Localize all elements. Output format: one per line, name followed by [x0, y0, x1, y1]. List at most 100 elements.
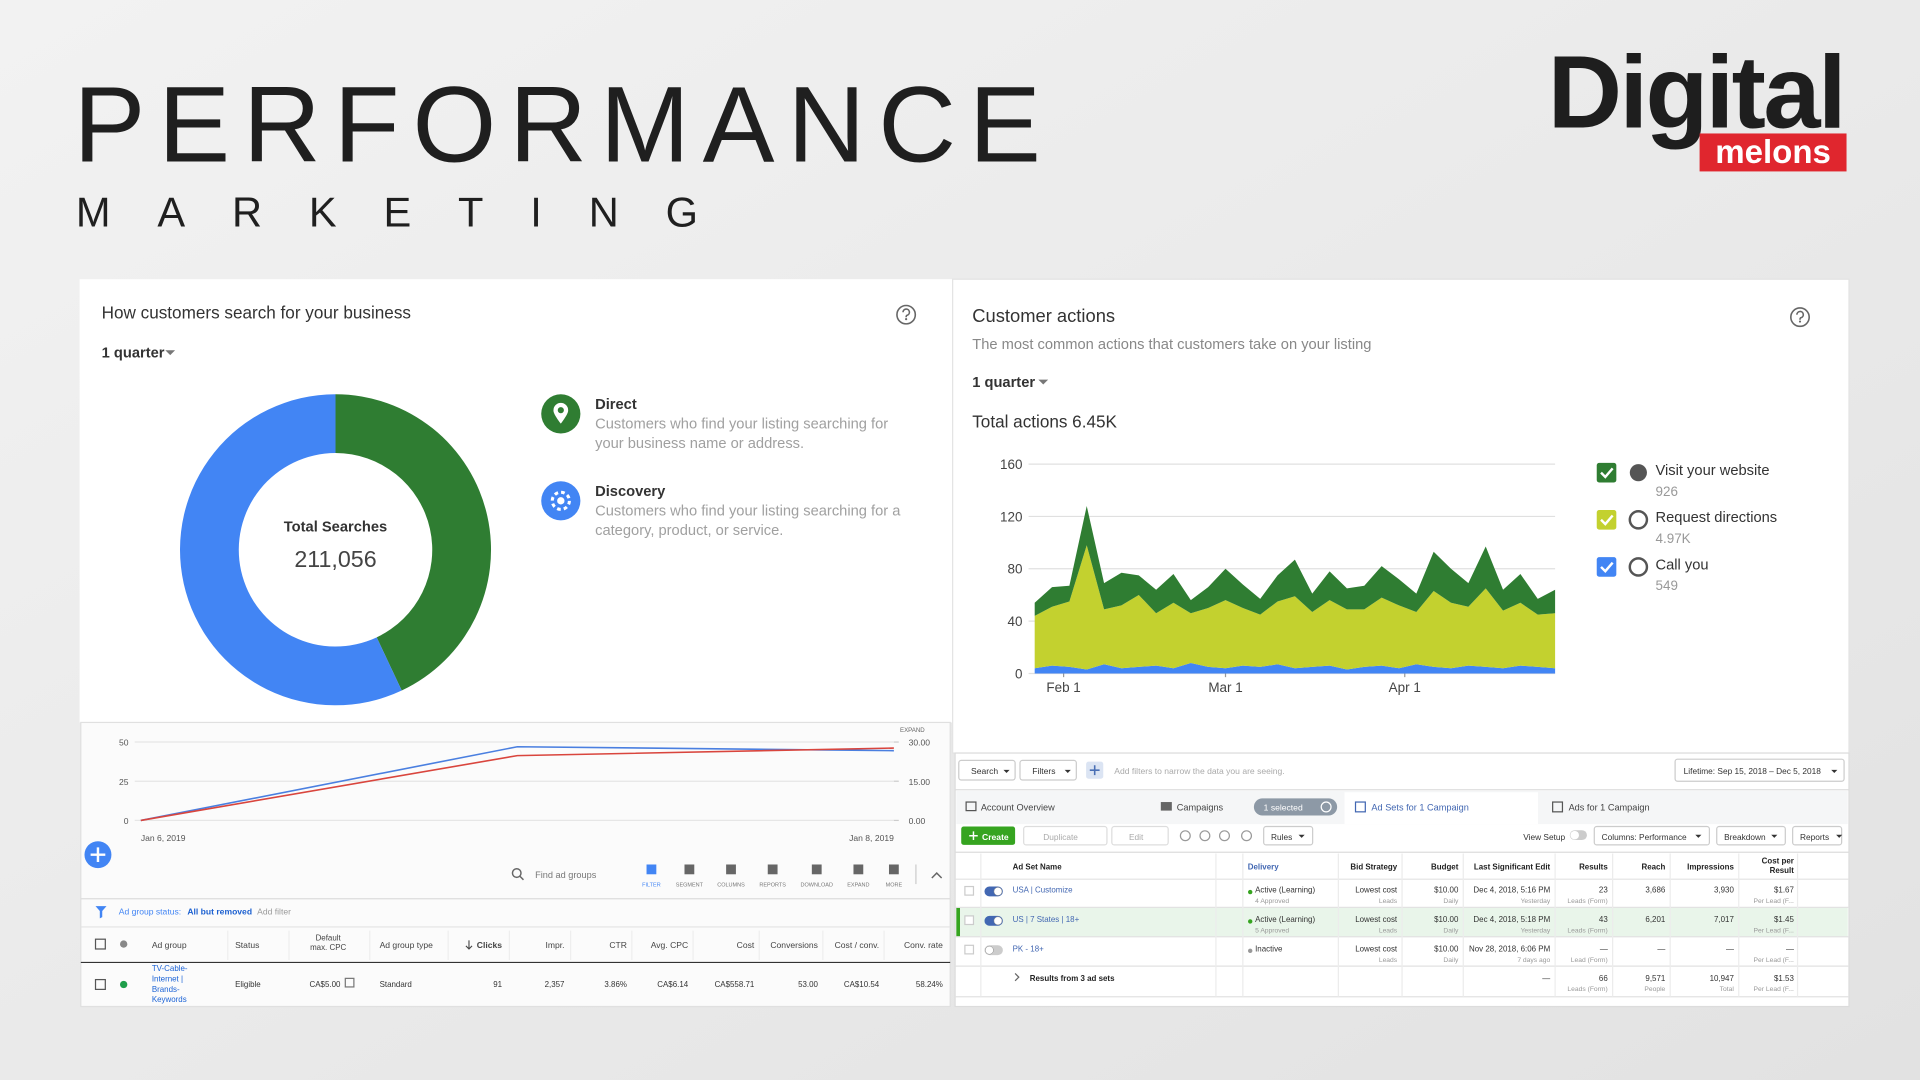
legend-glyph: [1628, 510, 1649, 530]
table-cell: —: [1600, 944, 1608, 953]
y-tick-label: 0: [1015, 666, 1022, 681]
clear-selection: [1320, 801, 1332, 813]
toolbar-button[interactable]: [1111, 825, 1169, 846]
toolbar-button-label: Duplicate: [1043, 832, 1078, 842]
toolbar-icon: [1199, 830, 1211, 842]
tool-icon[interactable]: [767, 864, 778, 875]
legend-checkbox[interactable]: [1596, 462, 1617, 483]
table-cell: Active (Learning): [1255, 886, 1315, 895]
column-header: Cost: [737, 940, 755, 950]
tool-icon[interactable]: [646, 864, 657, 875]
toolbar-button[interactable]: [1263, 825, 1314, 846]
column-header: Impressions: [1687, 862, 1734, 871]
toolbar-icon: [1218, 830, 1231, 842]
legend-count: 926: [1656, 484, 1678, 499]
dropdown-caret: [1831, 769, 1838, 773]
legend-glyph: [1629, 464, 1647, 482]
cell-link: Internet |: [152, 974, 183, 983]
table-cell: —: [1542, 974, 1550, 983]
table-cell: Inactive: [1255, 944, 1283, 953]
search-button[interactable]: [958, 759, 1016, 781]
toggle-knob: [993, 916, 1003, 926]
tool-icon[interactable]: [853, 864, 864, 875]
checkbox[interactable]: [964, 915, 975, 926]
toolbar-button[interactable]: [1023, 825, 1108, 846]
checkbox[interactable]: [964, 885, 975, 896]
tool-icon[interactable]: [811, 864, 822, 875]
filter-glyph: [95, 906, 107, 919]
table-cell: Lowest cost: [1355, 886, 1398, 895]
cell-link: TV-Cable-: [152, 964, 188, 973]
y-tick-label: 50: [119, 738, 129, 748]
toolbar-button-label: Rules: [1271, 832, 1292, 842]
table-cell-sub: 5 Approved: [1255, 927, 1289, 934]
date-range[interactable]: [1674, 758, 1845, 782]
checkmark: [1600, 561, 1614, 574]
panel-title: How customers search for your business: [102, 302, 411, 322]
legend-name: Direct: [595, 397, 637, 413]
filters-button[interactable]: [1019, 759, 1077, 781]
period-select: 1 quarter: [102, 346, 165, 362]
toolbar-icon: [1241, 830, 1253, 842]
column-header: Reach: [1641, 862, 1665, 871]
legend-checkbox[interactable]: [1596, 557, 1617, 577]
table-cell: $1.67: [1774, 886, 1794, 895]
toolbar-button-label: Reports: [1800, 832, 1829, 842]
cell-link: Brands-: [152, 985, 180, 994]
toolbar-button-label: View Setup: [1523, 832, 1565, 842]
table-cell-sub: Daily: [1443, 957, 1459, 964]
toolbar-button[interactable]: [1792, 825, 1843, 846]
toolbar-button[interactable]: [1716, 825, 1786, 846]
toolbar-icon: [1179, 830, 1191, 842]
toolbar-button[interactable]: [1593, 825, 1710, 846]
column-header: max. CPC: [310, 943, 346, 952]
sort-arrow: [465, 940, 473, 950]
column-header: Delivery: [1248, 862, 1279, 871]
status-dot: [120, 980, 128, 989]
table-cell: 43: [1599, 915, 1608, 924]
tool-icon[interactable]: [888, 864, 899, 875]
table-cell-sub: Yesterday: [1521, 898, 1551, 905]
toggle-knob: [1570, 830, 1579, 840]
tool-label: MORE: [886, 883, 903, 889]
table-cell: $1.45: [1774, 915, 1794, 924]
column-header: Budget: [1431, 862, 1459, 871]
x-tick-label: Mar 1: [1208, 680, 1242, 695]
search-glyph-handle: [519, 875, 524, 881]
tool-icon[interactable]: [684, 864, 695, 875]
table-cell-sub: People: [1644, 986, 1665, 993]
table-cell-sub: Leads (Form): [1567, 927, 1607, 934]
tool-label: DOWNLOAD: [801, 883, 833, 889]
y2-tick-label: 15.00: [909, 777, 931, 787]
delivery-dot: [1248, 948, 1253, 954]
plus-glyph: [1089, 765, 1100, 776]
checkbox[interactable]: [94, 978, 106, 990]
legend-checkbox[interactable]: [1596, 510, 1617, 530]
table-cell: —: [1726, 944, 1734, 953]
checkbox[interactable]: [964, 944, 975, 955]
help-icon: [1790, 307, 1810, 328]
help-icon-dot: [905, 318, 908, 321]
edit-icon[interactable]: [344, 977, 355, 988]
checkbox[interactable]: [94, 938, 106, 950]
column-header: Avg. CPC: [651, 940, 688, 950]
active-tab: [1344, 792, 1538, 825]
delivery-dot: [1248, 889, 1253, 895]
logo-badge: [1699, 133, 1847, 172]
dropdown-caret: [1298, 834, 1305, 838]
expand-chevron: [1014, 973, 1020, 982]
line-series: [140, 747, 894, 822]
cell-link: Keywords: [152, 995, 187, 1004]
legend-name: Request directions: [1656, 510, 1778, 526]
create-button[interactable]: [961, 826, 1016, 845]
table-cell: 2,357: [545, 980, 565, 989]
tool-icon[interactable]: [726, 864, 736, 875]
help-icon-mark: [1796, 310, 1805, 320]
selected-pill[interactable]: [1253, 798, 1338, 816]
table-cell: 91: [493, 980, 502, 989]
table-cell: —: [1786, 944, 1794, 953]
x-tick-label: Feb 1: [1046, 680, 1080, 695]
column-header: Cost per: [1762, 856, 1794, 865]
legend-name: Visit your website: [1656, 463, 1770, 479]
